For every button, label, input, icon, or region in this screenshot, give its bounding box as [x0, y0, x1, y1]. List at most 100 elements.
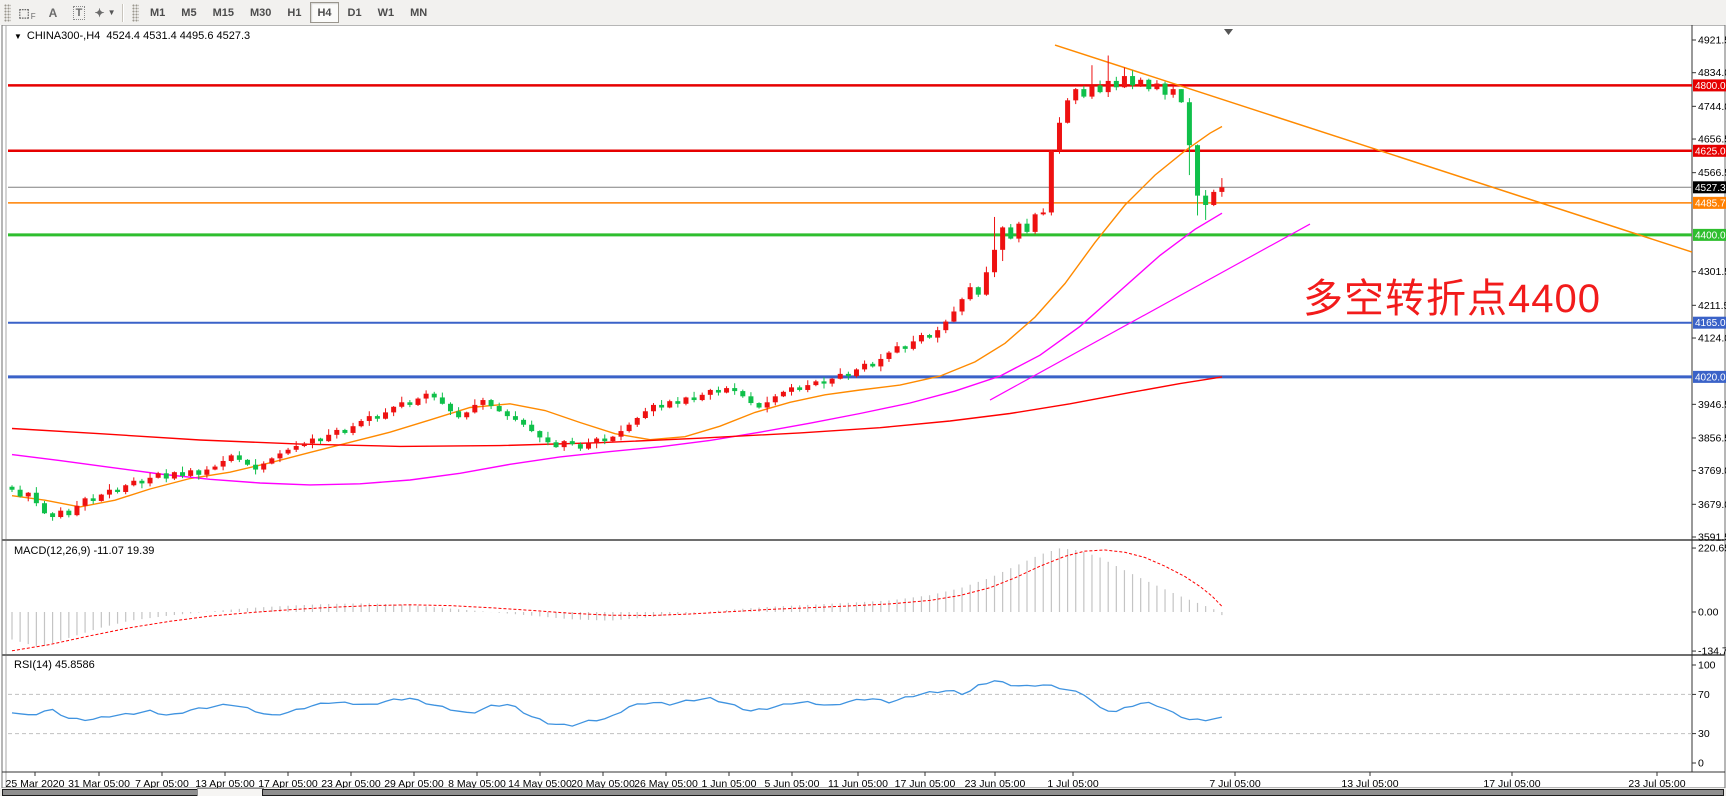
price-badge-4527.3: [1693, 181, 1726, 194]
timeframe-button-m5[interactable]: M5: [181, 6, 197, 19]
price-tick-label: 4301.5: [1698, 266, 1726, 278]
timeframe-drag-handle[interactable]: [132, 3, 139, 22]
scrollbar-thumb[interactable]: [197, 788, 264, 796]
timeframe-button-h4[interactable]: H4: [310, 2, 339, 23]
symbol-title: ▼ CHINA300-,H4 4524.4 4531.4 4495.6 4527.…: [14, 30, 250, 42]
price-tick-label: 3946.5: [1698, 399, 1726, 411]
chart-shift-marker-icon[interactable]: [1224, 29, 1233, 35]
time-axis-label: 29 Apr 05:00: [384, 778, 444, 790]
time-axis-label: 13 Apr 05:00: [195, 778, 255, 790]
macd-signal-line: [11, 549, 1223, 652]
time-axis-label: 1 Jun 05:00: [702, 778, 757, 790]
timeframe-button-d1[interactable]: D1: [347, 6, 362, 19]
macd-panel: 220.65 0.00 -134.76: [11, 543, 1726, 658]
drawing-tools-group: ⬚ F A T ✦ ▼: [14, 2, 118, 24]
time-axis-label: 20 May 05:00: [571, 778, 635, 790]
macd-scale-label: 220.65: [1698, 543, 1726, 555]
forex-grid-icon[interactable]: ⬚ F: [18, 5, 36, 22]
time-axis-label: 5 Jun 05:00: [765, 778, 820, 790]
candlesticks: [9, 55, 1225, 521]
price-tick-label: 4656.5: [1698, 134, 1726, 146]
timeframe-button-h1[interactable]: H1: [287, 6, 302, 19]
chart-frame: [1, 25, 1726, 789]
text-tool-icon[interactable]: T: [67, 2, 91, 24]
symbol-ohlc-values: 4524.4 4531.4 4495.6 4527.3: [106, 30, 251, 42]
macd-indicator-label: MACD(12,26,9) -11.07 19.39: [14, 545, 155, 557]
time-axis-label: 11 Jun 05:00: [828, 778, 888, 790]
ma-mid-magenta: [11, 212, 1223, 486]
rsi-indicator-label: RSI(14) 45.8586: [14, 659, 95, 671]
time-axis-label: 17 Jun 05:00: [895, 778, 956, 790]
timeframe-button-mn[interactable]: MN: [410, 6, 428, 19]
rsi-scale-label: 30: [1698, 728, 1710, 740]
timeframe-button-w1[interactable]: W1: [377, 6, 395, 19]
timeframe-button-m30[interactable]: M30: [249, 6, 272, 19]
time-axis-label: 13 Jul 05:00: [1341, 778, 1398, 790]
horizontal-level-lines: [8, 84, 1692, 379]
svg-text:4400.0: 4400.0: [1695, 230, 1726, 241]
time-axis-label: 7 Apr 05:00: [135, 778, 189, 790]
price-tick-label: 4744.0: [1698, 101, 1726, 113]
time-axis-label: 31 Mar 05:00: [68, 778, 130, 790]
price-tick-label: 3591.5: [1698, 532, 1726, 544]
chinese-annotation-text: 多空转折点4400: [1303, 277, 1601, 321]
scrollbar-track-right[interactable]: [262, 789, 1724, 796]
svg-text:4485.7: 4485.7: [1695, 198, 1726, 209]
price-tick-label: 4834.0: [1698, 67, 1726, 79]
timeframe-button-m15[interactable]: M15: [212, 6, 234, 19]
svg-text:4527.3: 4527.3: [1695, 183, 1726, 194]
time-axis-label: 23 Jun 05:00: [965, 778, 1026, 790]
toolbar-drag-handle[interactable]: [4, 3, 11, 22]
chart-window: 4921.5 4834.0 4744.0 4656.5 4566.5 4301.5 4211…: [0, 25, 1726, 790]
timeframe-button-m1[interactable]: M1: [150, 6, 166, 19]
toolbar-separator: [122, 3, 124, 22]
price-axis: 4921.5 4834.0 4744.0 4656.5 4566.5 4301.5 4211…: [1692, 35, 1726, 544]
price-tick-label: 3679.0: [1698, 499, 1726, 511]
price-chart-canvas[interactable]: 4921.5 4834.0 4744.0 4656.5 4566.5 4301.5 4211…: [0, 25, 1726, 790]
price-badge-4165.0: [1693, 316, 1726, 329]
svg-text:4800.0: 4800.0: [1695, 81, 1726, 92]
time-axis-label: 8 May 05:00: [448, 778, 506, 790]
letter-a-icon[interactable]: A: [48, 5, 58, 20]
symbol-dropdown-icon[interactable]: ▼: [14, 32, 22, 41]
objects-tool-icon[interactable]: ✦ ▼: [94, 5, 116, 20]
rsi-line: [11, 680, 1223, 727]
rsi-scale-label: 0: [1698, 758, 1704, 770]
timeframe-buttons-group: M1 M5 M15 M30 H1 H4 D1 W1 MN: [142, 2, 435, 23]
rsi-panel: 100 70 30 0: [8, 660, 1716, 770]
svg-text:4165.0: 4165.0: [1695, 318, 1726, 329]
symbol-name: CHINA300-,H4: [26, 30, 101, 42]
top-toolbar: ⬚ F A T ✦ ▼ M1 M5 M15 M30 H1 H4 D1 W1 MN: [0, 0, 1726, 26]
time-axis-label: 25 Mar 2020: [6, 778, 65, 790]
horizontal-scrollbar[interactable]: [0, 788, 1726, 796]
rsi-scale-label: 100: [1698, 660, 1716, 672]
price-tick-label: 3856.5: [1698, 432, 1726, 444]
trendlines: [989, 44, 1693, 401]
time-axis-label: 14 May 05:00: [508, 778, 572, 790]
price-badge-4400.0: [1693, 228, 1726, 241]
macd-scale-label: -134.76: [1698, 646, 1726, 658]
price-tick-label: 3769.0: [1698, 465, 1726, 477]
time-axis-label: 17 Apr 05:00: [258, 778, 318, 790]
price-tick-label: 4124.0: [1698, 333, 1726, 345]
svg-text:4020.0: 4020.0: [1695, 372, 1726, 383]
descending-orange-trendline[interactable]: [1054, 44, 1693, 253]
price-badge-4020.0: [1693, 370, 1726, 383]
moving-averages: [11, 125, 1223, 508]
time-axis: 25 Mar 2020 31 Mar 05:00 7 Apr 05:00 13 Apr…: [6, 772, 1686, 790]
price-badge-4485.7: [1693, 196, 1726, 209]
ma-slow-red: [11, 376, 1223, 448]
price-tick-label: 4921.5: [1698, 35, 1726, 47]
price-badge-4625.0: [1693, 144, 1726, 157]
time-axis-label: 1 Jul 05:00: [1047, 778, 1099, 790]
scrollbar-track-left[interactable]: [2, 789, 199, 796]
ma-fast-orange: [11, 125, 1223, 508]
time-axis-label: 7 Jul 05:00: [1209, 778, 1261, 790]
time-axis-label: 17 Jul 05:00: [1483, 778, 1540, 790]
macd-scale-label: 0.00: [1698, 607, 1719, 619]
price-badge-4800.0: [1693, 79, 1726, 92]
svg-text:4625.0: 4625.0: [1695, 146, 1726, 157]
price-tick-label: 4566.5: [1698, 167, 1726, 179]
ascending-magenta-trendline[interactable]: [989, 223, 1311, 401]
